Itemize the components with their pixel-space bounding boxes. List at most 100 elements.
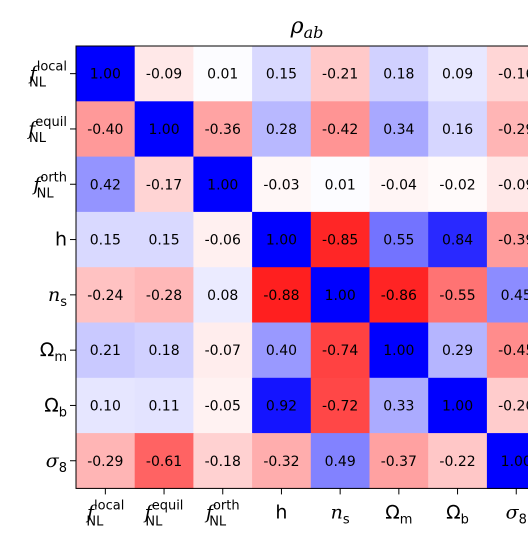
heatmap-cell <box>193 46 253 102</box>
heatmap-cell <box>486 46 528 102</box>
cell-value-label: 1.00 <box>266 233 297 249</box>
cell-value-label: -0.04 <box>381 177 417 193</box>
cell-value-label: -0.21 <box>322 67 358 83</box>
cell-value-label: 0.29 <box>442 343 473 359</box>
heatmap-cell <box>76 46 136 102</box>
heatmap-cell <box>134 211 194 268</box>
cell-value-label: -0.29 <box>498 122 528 138</box>
cell-value-label: 0.92 <box>266 398 297 414</box>
cell-value-label: 1.00 <box>442 398 473 414</box>
tick-label: h <box>275 501 287 523</box>
heatmap-cell <box>310 433 371 489</box>
cell-value-label: -0.86 <box>381 288 417 304</box>
tick-label: fequil NL <box>143 498 184 529</box>
heatmap-cell <box>252 377 312 434</box>
cell-value-label: -0.45 <box>498 343 528 359</box>
tick-label: flocal NL <box>28 60 67 91</box>
cell-value-label: 0.84 <box>442 233 473 249</box>
cell-value-label: 0.08 <box>207 288 238 304</box>
cell-value-label: 0.40 <box>266 343 297 359</box>
heatmap-cell <box>134 156 194 213</box>
heatmap-cell <box>428 267 488 324</box>
heatmap-cell <box>369 322 429 379</box>
heatmap-cell <box>369 211 429 268</box>
heatmap-cell <box>193 156 253 213</box>
cell-value-label: 1.00 <box>383 343 414 359</box>
cell-value-label: 0.11 <box>148 398 179 414</box>
cell-value-label: -0.85 <box>322 233 358 249</box>
heatmap-cell <box>252 46 312 102</box>
heatmap-cell <box>193 101 253 158</box>
heatmap-cell <box>252 322 312 379</box>
heatmap-cell <box>76 101 136 158</box>
heatmap-cell <box>428 433 488 489</box>
cell-value-label: -0.06 <box>205 233 241 249</box>
cell-value-label: -0.29 <box>87 454 123 470</box>
heatmap-cell <box>134 46 194 102</box>
cell-value-label: -0.16 <box>498 67 528 83</box>
cell-value-label: 0.49 <box>325 454 356 470</box>
tick-label: flocal NL <box>85 498 124 529</box>
cell-value-label: 0.34 <box>383 122 414 138</box>
heatmap-cell <box>193 377 253 434</box>
heatmap-cell <box>369 156 429 213</box>
cell-value-label: 1.00 <box>148 122 179 138</box>
cell-value-label: 1.00 <box>501 454 528 470</box>
title-symbol: ρ <box>290 14 304 39</box>
cell-value-label: 0.28 <box>266 122 297 138</box>
cell-value-label: -0.07 <box>205 343 241 359</box>
cell-value-label: 0.18 <box>383 67 414 83</box>
cell-value-label: 0.33 <box>383 398 414 414</box>
heatmap-cell <box>310 101 371 158</box>
tick-label: σ8 <box>46 450 67 476</box>
cell-value-label: 0.18 <box>148 343 179 359</box>
cell-value-label: 1.00 <box>90 67 121 83</box>
tick-label: h <box>55 229 67 251</box>
cell-value-label: -0.40 <box>87 122 123 138</box>
cell-value-label: -0.18 <box>205 454 241 470</box>
tick-label: Ωb <box>446 501 469 527</box>
heatmap-cell <box>76 322 136 379</box>
tick-label: Ωb <box>44 394 67 420</box>
heatmap-cells: 1.00 -0.09 0.01 0.15 -0.21 0.18 0.09 -0.16 -0.40… <box>76 46 528 489</box>
cell-value-label: 0.15 <box>148 233 179 249</box>
heatmap-cell <box>486 156 528 213</box>
cell-value-label: -0.88 <box>263 288 299 304</box>
heatmap-cell <box>134 101 194 158</box>
cell-value-label: -0.09 <box>498 177 528 193</box>
heatmap-cell <box>76 156 136 213</box>
heatmap-cell <box>369 377 429 434</box>
cell-value-label: 0.15 <box>90 233 121 249</box>
cell-value-label: 1.00 <box>207 177 238 193</box>
cell-value-label: -0.61 <box>146 454 182 470</box>
tick-label: fequil NL <box>26 115 67 146</box>
plot-frame <box>75 45 528 489</box>
heatmap-cell <box>486 211 528 268</box>
heatmap-cell <box>310 322 371 379</box>
tick-label: forth NL <box>31 170 67 201</box>
tick-label: ns <box>48 284 67 310</box>
heatmap-cell <box>428 101 488 158</box>
heatmap-cell <box>193 322 253 379</box>
heatmap-cell <box>252 156 312 213</box>
tick-label: Ωm <box>40 339 67 365</box>
heatmap-cell <box>252 101 312 158</box>
heatmap-cell <box>486 267 528 324</box>
cell-value-label: -0.24 <box>87 288 123 304</box>
heatmap-cell <box>428 211 488 268</box>
cell-value-label: -0.22 <box>439 454 475 470</box>
y-tick-labels: flocal NL fequil NL forth NL h ns Ωm Ωb σ8 <box>26 60 76 476</box>
cell-value-label: -0.02 <box>439 177 475 193</box>
cell-value-label: -0.55 <box>439 288 475 304</box>
heatmap-cell <box>310 46 371 102</box>
cell-value-label: -0.09 <box>146 67 182 83</box>
heatmap-cell <box>252 433 312 489</box>
cell-value-label: -0.28 <box>146 288 182 304</box>
cell-value-label: 1.00 <box>325 288 356 304</box>
cell-value-label: -0.20 <box>498 398 528 414</box>
heatmap-cell <box>310 156 371 213</box>
heatmap-cell <box>369 46 429 102</box>
cell-value-label: -0.17 <box>146 177 182 193</box>
heatmap-cell <box>252 267 312 324</box>
